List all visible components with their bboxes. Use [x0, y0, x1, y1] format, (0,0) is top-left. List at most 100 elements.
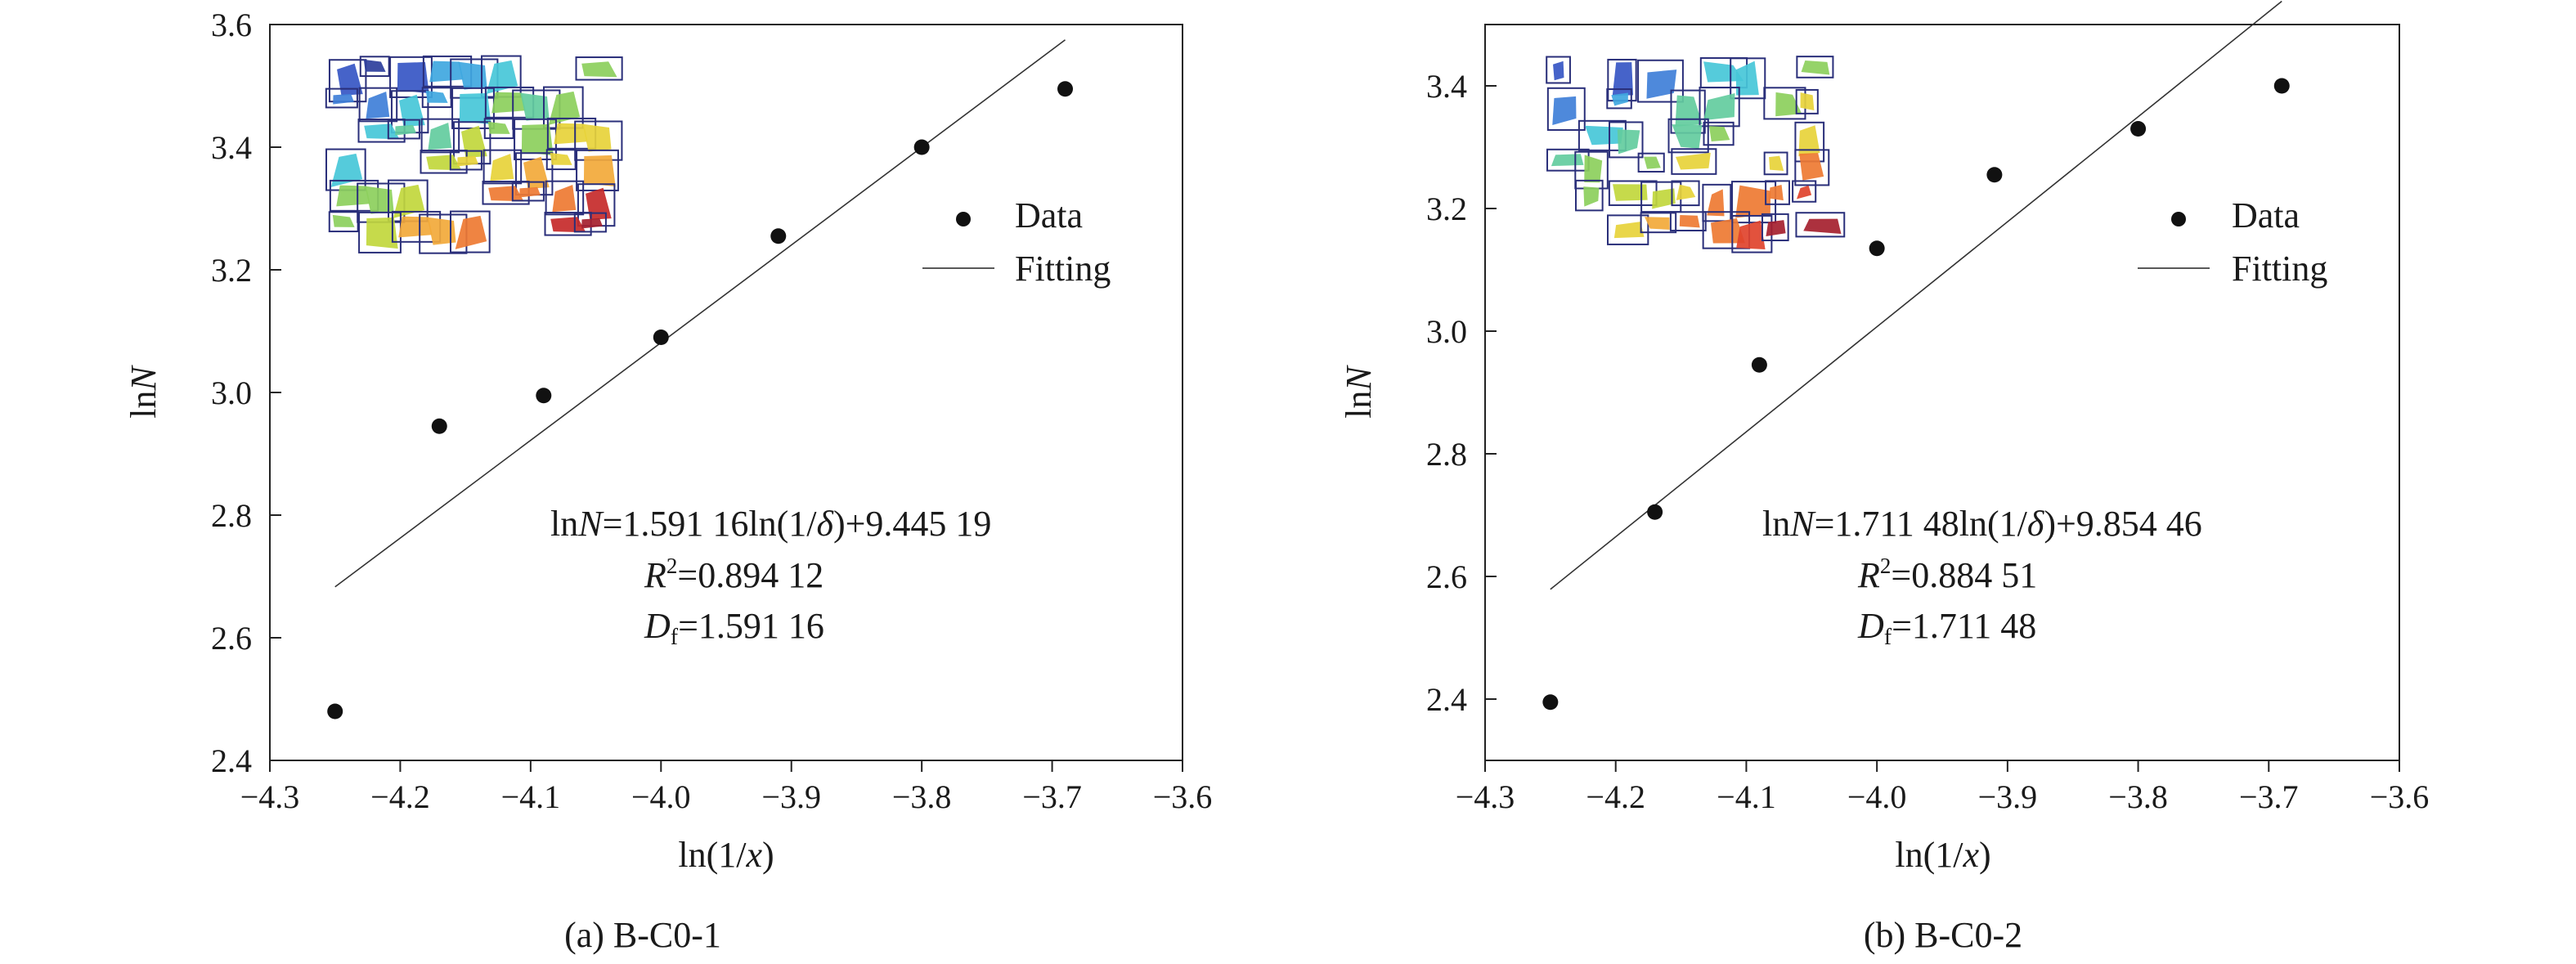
fracture-pattern-inset-a	[325, 55, 623, 254]
inset-fragment	[490, 154, 514, 182]
inset-box	[1669, 211, 1707, 231]
inset-fragment	[1676, 152, 1711, 170]
inset-box	[1765, 180, 1790, 205]
inset-box	[1609, 121, 1644, 159]
inset-fragment	[1799, 153, 1824, 181]
inset-fragment	[366, 217, 398, 249]
x-tick-label: −3.8	[892, 778, 952, 815]
inset-box	[1607, 214, 1649, 245]
inset-fragment	[457, 155, 478, 167]
fit-equation: lnN=1.711 48ln(1/δ)+9.854 46	[1762, 504, 2202, 544]
x-tick-label: −3.9	[761, 778, 821, 815]
inset-fragment	[1710, 217, 1745, 244]
inset-fragment	[554, 123, 588, 145]
legend-data-label: Data	[2232, 195, 2300, 235]
inset-fragment	[1611, 92, 1628, 106]
fitting-line	[1550, 0, 2282, 590]
inset-fragment	[337, 63, 363, 96]
inset-box	[573, 212, 607, 233]
inset-fragment	[1708, 126, 1730, 142]
inset-box	[359, 56, 390, 78]
plot-frame-b	[1484, 24, 2400, 761]
x-axis-a: −4.3 −4.2 −4.1 −4.0 −3.9 −3.8 −3.7 −3.6	[240, 760, 1212, 815]
y-tick-label: 3.6	[211, 7, 252, 43]
inset-fragment	[1612, 62, 1633, 96]
inset-fragment	[1675, 95, 1703, 127]
y-tick-label: 2.8	[211, 497, 252, 534]
legend-data-marker	[2171, 212, 2186, 226]
inset-fragment	[366, 92, 390, 119]
inset-fragment	[426, 155, 462, 171]
inset-box	[1637, 59, 1684, 103]
y-tick-label: 2.4	[211, 742, 252, 779]
inset-fragment	[1553, 61, 1564, 81]
x-axis-title: ln(1/x)	[678, 835, 774, 875]
y-tick-label: 3.2	[211, 252, 252, 289]
data-point	[2273, 78, 2290, 94]
inset-fragment	[491, 92, 526, 114]
fit-equation: lnN=1.591 16ln(1/δ)+9.445 19	[550, 504, 991, 544]
inset-box	[1761, 213, 1789, 242]
inset-fragment	[1583, 186, 1600, 207]
inset-box	[1637, 152, 1665, 173]
legend-fit-label: Fitting	[2232, 249, 2327, 289]
inset-fragment	[1801, 60, 1830, 75]
inset-fragment	[1703, 92, 1735, 121]
inset-fragment	[1703, 61, 1744, 83]
inset-box	[449, 150, 482, 171]
data-points-a	[327, 81, 1074, 720]
fractal-dimension: Df=1.591 16	[644, 606, 824, 650]
inset-fragment	[332, 214, 355, 227]
inset-fragment	[459, 92, 491, 125]
inset-fragment	[427, 217, 456, 245]
inset-fragment	[429, 61, 464, 83]
x-tick-label: −4.1	[501, 778, 561, 815]
inset-box	[1703, 121, 1735, 146]
inset-fragment	[393, 184, 425, 218]
r-squared: R2=0.884 51	[1857, 554, 2037, 595]
inset-box	[545, 149, 577, 171]
fracture-pattern-inset-b	[1546, 56, 1846, 253]
y-axis-a: 2.4 2.6 2.8 3.0 3.2 3.4 3.6	[211, 7, 281, 779]
inset-fragment	[428, 123, 452, 150]
inset-box	[545, 180, 585, 216]
y-tick-label: 3.2	[1426, 191, 1467, 227]
inset-fragment	[1676, 184, 1696, 200]
inset-fragment	[548, 91, 581, 125]
inset-box	[421, 87, 452, 109]
inset-fragment	[397, 61, 429, 94]
panel-a: −4.3 −4.2 −4.1 −4.0 −3.9 −3.8 −3.7 −3.6 2.42.62…	[123, 7, 1212, 955]
inset-fragment	[1796, 185, 1812, 200]
inset-fragment	[1551, 154, 1584, 167]
y-tick-label: 3.0	[211, 374, 252, 411]
inset-fragment	[552, 185, 577, 213]
inset-fragment	[1613, 222, 1645, 239]
inset-box	[1574, 179, 1604, 212]
plot-frame-a	[269, 24, 1183, 761]
inset-fragment	[1769, 184, 1784, 201]
x-tick-label: −3.6	[2370, 778, 2430, 815]
inset-box	[1546, 87, 1586, 131]
legend-data-label: Data	[1015, 195, 1083, 235]
inset-fragment	[461, 125, 487, 158]
inset-fragment	[398, 216, 433, 238]
y-tick-label: 2.8	[1426, 436, 1467, 473]
inset-fragment	[586, 187, 612, 220]
inset-fragment	[365, 186, 394, 214]
inset-box	[1796, 56, 1834, 78]
inset-fragment	[1652, 188, 1676, 209]
inset-box	[1702, 183, 1732, 222]
x-tick-label: −3.8	[2108, 778, 2168, 815]
r-squared: R2=0.894 12	[644, 554, 824, 595]
inset-fragment	[364, 123, 400, 140]
inset-box	[328, 211, 359, 233]
inset-fragment	[1613, 184, 1648, 201]
inset-fragment	[1672, 124, 1703, 149]
data-points-b	[1542, 78, 2290, 711]
inset-box	[387, 119, 420, 140]
inset-fragment	[1584, 155, 1603, 183]
inset-box	[1795, 212, 1846, 238]
inset-fragment	[1646, 69, 1677, 99]
inset-fragment	[455, 215, 487, 249]
inset-box	[1699, 87, 1740, 128]
